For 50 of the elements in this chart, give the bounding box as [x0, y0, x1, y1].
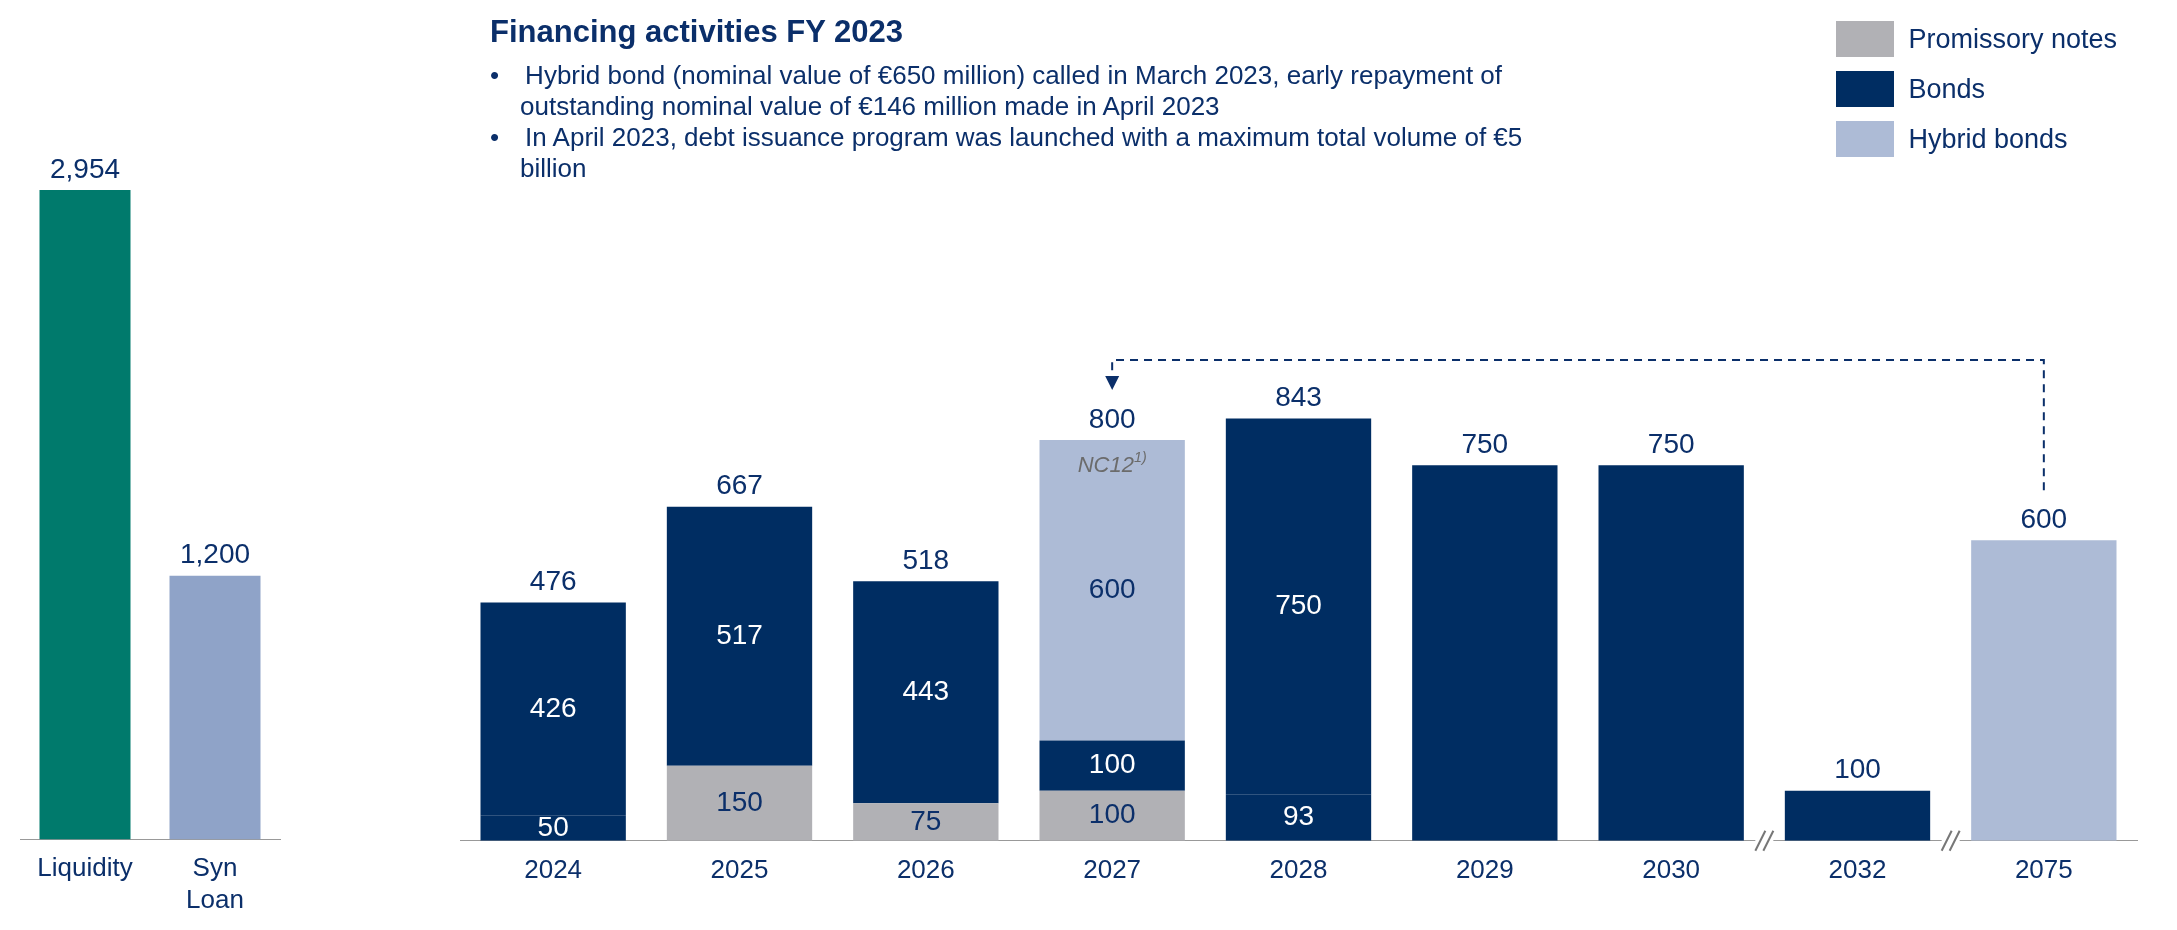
bar	[1039, 440, 1185, 741]
data-label: 1,200	[179, 538, 251, 570]
data-label: 600	[1088, 573, 1136, 605]
x-tick-label: 2027	[1083, 853, 1142, 884]
chart-title: Financing activities FY 2023	[490, 14, 903, 50]
data-label: 100	[1088, 748, 1136, 780]
x-tick-label: 2030	[1642, 853, 1701, 884]
total-label: 800	[1088, 402, 1136, 434]
bar	[853, 803, 999, 841]
x-tick-label: 2028	[1269, 853, 1328, 884]
bar	[1039, 790, 1185, 841]
data-label: 443	[902, 675, 950, 707]
bar	[1971, 540, 2117, 841]
total-label: 750	[1461, 427, 1509, 459]
bar	[1598, 465, 1744, 841]
total-label: 518	[902, 544, 950, 576]
x-tick-label: 2032	[1828, 853, 1887, 884]
data-label: 75	[910, 804, 942, 836]
total-label: 600	[2020, 502, 2068, 534]
x-tick-label: 2075	[2014, 853, 2073, 884]
total-label: 750	[1647, 427, 1695, 459]
total-label: 100	[1834, 753, 1881, 785]
bar	[666, 506, 813, 766]
data-label: 2,954	[49, 152, 121, 184]
data-label: 100	[1088, 798, 1136, 830]
bar	[1784, 790, 1931, 841]
data-label: 426	[529, 691, 577, 723]
legend-label: Bonds	[1908, 73, 1985, 105]
x-tick-label: Syn Loan	[186, 852, 244, 914]
data-label: 93	[1282, 800, 1315, 832]
bar	[853, 581, 999, 804]
data-label: 517	[716, 618, 763, 650]
legend-label: Hybrid bonds	[1908, 123, 2068, 155]
x-tick-label: 2024	[524, 853, 583, 884]
x-tick-label: 2029	[1455, 853, 1514, 884]
data-label: 150	[716, 785, 763, 817]
bar	[666, 765, 813, 841]
total-label: 667	[716, 469, 763, 501]
x-tick-label: 2025	[710, 853, 769, 884]
data-label: 50	[537, 811, 569, 842]
x-tick-label: 2026	[896, 853, 955, 884]
bar	[1412, 465, 1558, 841]
total-label: 843	[1275, 381, 1322, 413]
text: • Hybrid bond (nominal value of €650 million) called in March 2023, early repayment of outstanding nominal value of €146 million made in April 2023	[490, 60, 1504, 122]
data-label: 750	[1275, 589, 1322, 621]
x-tick-label: Liquidity	[37, 852, 133, 883]
text: • In April 2023, debt issuance program was launched with a maximum total volume of €5 billion	[490, 122, 1524, 184]
legend-label: Promissory notes	[1908, 23, 2117, 55]
bar	[1039, 740, 1185, 791]
total-label: 476	[529, 565, 577, 597]
